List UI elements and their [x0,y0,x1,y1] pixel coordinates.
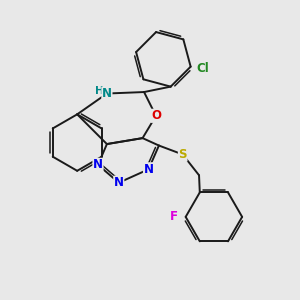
Text: O: O [151,109,161,122]
Text: N: N [93,158,103,171]
Text: N: N [102,87,112,100]
Text: F: F [170,210,178,224]
Text: Cl: Cl [197,61,209,75]
Text: S: S [178,148,187,161]
Text: H: H [95,85,104,96]
Text: N: N [143,163,154,176]
Text: N: N [114,176,124,189]
